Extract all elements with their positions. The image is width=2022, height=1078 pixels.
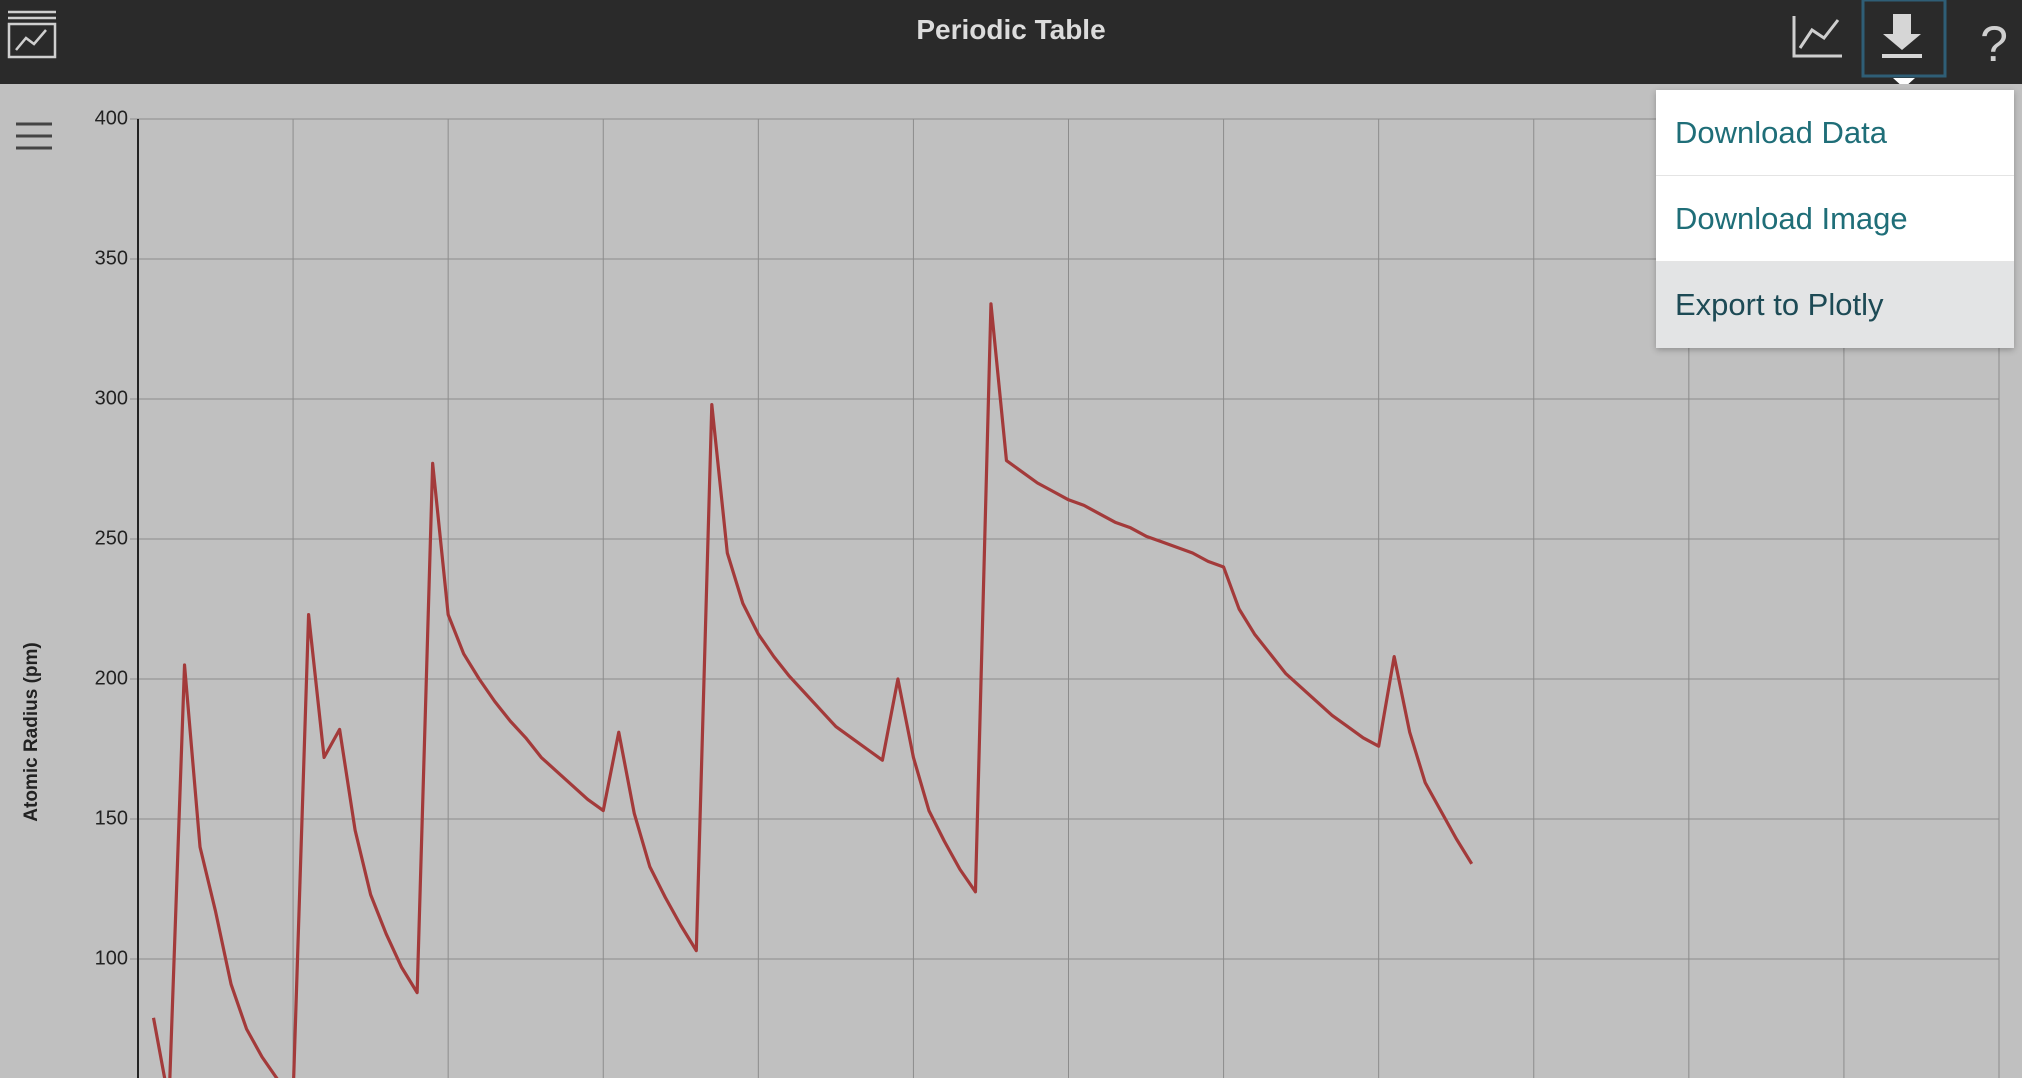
help-icon[interactable]: ? <box>1980 16 2008 72</box>
y-tick-label: 350 <box>95 247 128 269</box>
chart-type-icon[interactable] <box>1792 16 1842 58</box>
y-tick-label: 100 <box>95 947 128 969</box>
y-tick-labels: 100 150 200 250 300 350 400 <box>95 107 128 969</box>
y-tick-label: 150 <box>95 807 128 829</box>
y-tick-label: 400 <box>95 107 128 129</box>
top-bar: ? Periodic Table <box>0 0 2022 84</box>
plot-area <box>151 302 1474 1078</box>
app-title: Periodic Table <box>916 14 1106 45</box>
y-tick-label: 250 <box>95 527 128 549</box>
y-tick-label: 300 <box>95 387 128 409</box>
hamburger-icon[interactable] <box>16 122 52 150</box>
y-axis-label: Atomic Radius (pm) <box>21 642 42 821</box>
menu-item[interactable]: Download Data <box>1656 90 2014 176</box>
menu-item[interactable]: Export to Plotly <box>1656 262 2014 348</box>
app-icon[interactable] <box>7 10 57 59</box>
data-line <box>151 302 1474 1078</box>
download-menu: Download Data Download Image Export to P… <box>1656 90 2014 348</box>
menu-item[interactable]: Download Image <box>1656 176 2014 262</box>
download-button[interactable] <box>1861 0 1947 84</box>
y-tick-label: 200 <box>95 667 128 689</box>
toolbar-icons: ? <box>7 0 2008 84</box>
